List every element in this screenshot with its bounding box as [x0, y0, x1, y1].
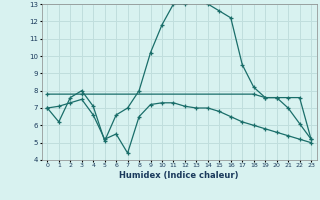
X-axis label: Humidex (Indice chaleur): Humidex (Indice chaleur)	[119, 171, 239, 180]
